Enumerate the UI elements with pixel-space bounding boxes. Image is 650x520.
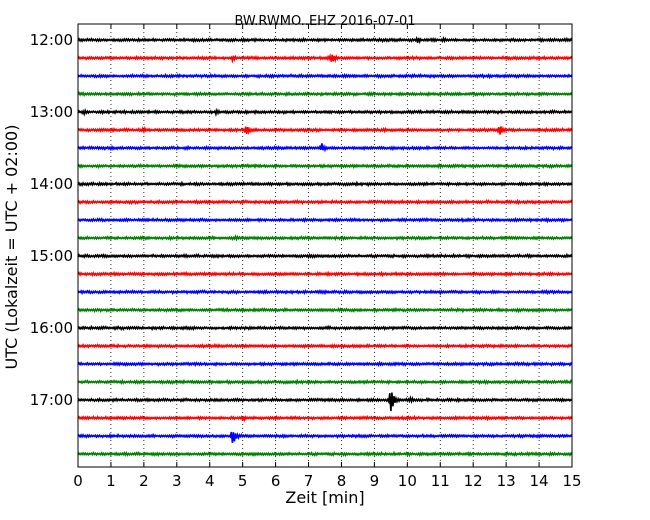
x-tick-label: 6 (271, 472, 281, 490)
y-axis-label: UTC (Lokalzeit = UTC + 02:00) (2, 125, 21, 370)
trace-row (77, 360, 573, 368)
x-tick-label: 12 (464, 472, 483, 490)
chart-title: BW.RWMO..EHZ 2016-07-01 (234, 14, 415, 29)
y-tick-label: 15:00 (30, 247, 73, 265)
y-tick-label: 13:00 (30, 103, 73, 121)
trace-row (77, 125, 573, 136)
x-tick-label: 0 (73, 472, 83, 490)
trace-row (77, 53, 573, 64)
trace-row (77, 288, 573, 296)
trace-row (77, 378, 573, 386)
x-tick-label: 1 (106, 472, 116, 490)
x-tick-label: 5 (238, 472, 248, 490)
x-tick-label: 13 (497, 472, 516, 490)
trace-row (77, 35, 573, 45)
trace-row (77, 107, 573, 117)
trace-row (77, 216, 573, 224)
trace-row (77, 180, 573, 188)
x-tick-label: 8 (337, 472, 347, 490)
x-tick-label: 14 (530, 472, 549, 490)
x-tick-label: 9 (370, 472, 380, 490)
axis-ticks: 0 1 2 3 4 5 6 7 8 9 10 11 12 13 14 1512:0013:0014:0015:… (30, 24, 582, 490)
trace-row (77, 324, 573, 332)
trace-row (77, 252, 573, 260)
x-tick-label: 3 (172, 472, 182, 490)
trace-row (77, 234, 573, 242)
trace-row (77, 90, 573, 98)
x-tick-label: 4 (205, 472, 215, 490)
y-tick-label: 14:00 (30, 175, 73, 193)
trace-row (77, 414, 573, 423)
trace-row (77, 306, 573, 314)
y-tick-label: 17:00 (30, 391, 73, 409)
y-tick-label: 12:00 (30, 31, 73, 49)
x-axis-label: Zeit [min] (285, 488, 364, 507)
x-tick-label: 2 (139, 472, 149, 490)
trace-row (77, 143, 573, 153)
y-tick-label: 16:00 (30, 319, 73, 337)
trace-row (77, 342, 573, 350)
x-tick-label: 11 (431, 472, 450, 490)
trace-row (77, 450, 573, 458)
x-tick-label: 10 (398, 472, 417, 490)
trace-row (77, 270, 573, 278)
x-tick-label: 15 (562, 472, 581, 490)
plot-frame (77, 23, 573, 468)
trace-row (77, 162, 573, 170)
trace-row (77, 198, 573, 206)
trace-rows (77, 35, 573, 458)
trace-row (77, 72, 573, 80)
x-tick-label: 7 (304, 472, 314, 490)
trace-row (77, 392, 573, 412)
trace-row (77, 431, 573, 443)
